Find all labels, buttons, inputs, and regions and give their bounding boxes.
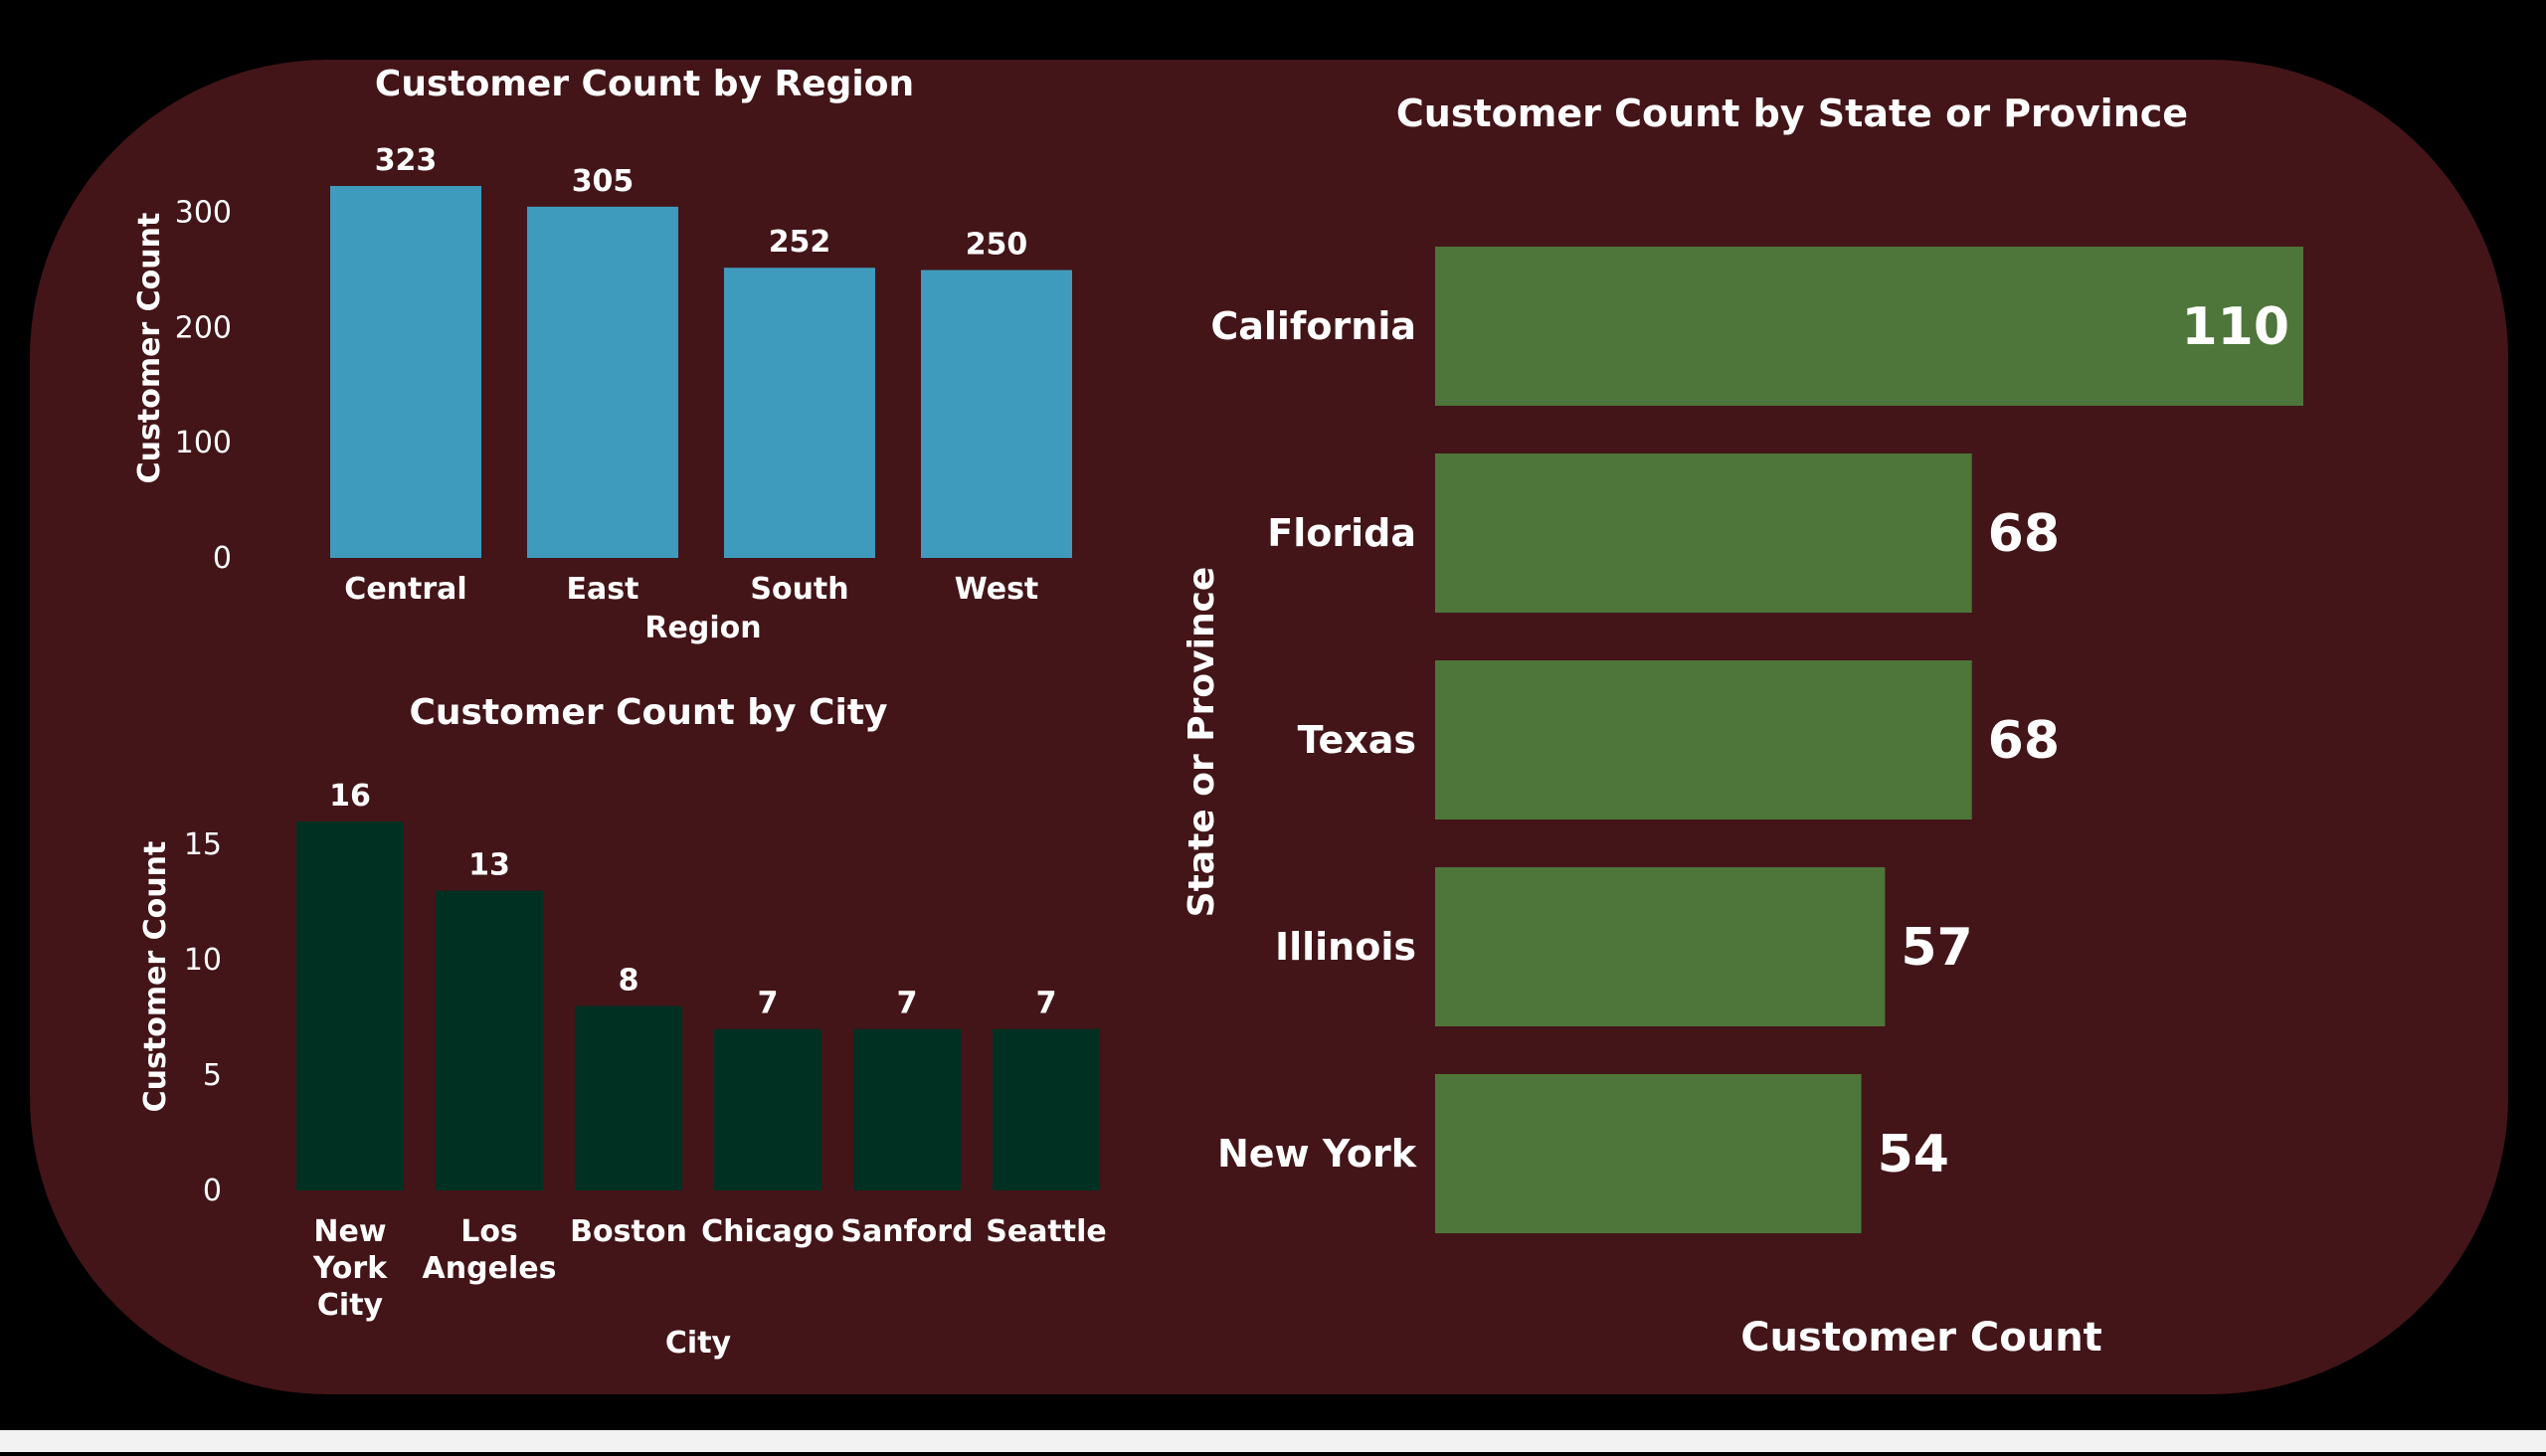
state-y-tick-florida: Florida [1267, 511, 1416, 555]
region-x-tick-central: Central [344, 572, 466, 607]
state-chart-title: Customer Count by State or Province [1396, 91, 2188, 135]
city-x-axis-ticks: New York City Los Angeles Boston Chicago Sanfor… [312, 1214, 1107, 1323]
region-x-axis-ticks: Central East South West [344, 572, 1038, 607]
state-bar-california[interactable] [1435, 247, 2303, 406]
city-chart: Customer Count by City Customer Count Ci… [138, 692, 1107, 1361]
region-y-axis-label: Customer Count [132, 213, 167, 484]
city-x-tick-chicago: Chicago [701, 1214, 834, 1249]
city-data-label-los-angeles: 13 [468, 848, 510, 883]
state-y-tick-texas: Texas [1298, 718, 1416, 762]
city-bar-sanford[interactable] [853, 1028, 961, 1190]
region-y-tick-label: 200 [175, 310, 232, 345]
city-data-label-new-york-city: 16 [329, 779, 371, 814]
region-x-tick-west: West [955, 572, 1039, 607]
state-y-tick-illinois: Illinois [1275, 925, 1416, 969]
region-y-tick-label: 300 [175, 196, 232, 231]
city-bar-seattle[interactable] [993, 1028, 1100, 1190]
region-x-tick-east: East [567, 572, 639, 607]
state-x-axis-label: Customer Count [1740, 1315, 2102, 1361]
city-data-labels: 16 13 8 7 7 7 [329, 779, 1056, 1021]
region-bar-central[interactable] [330, 186, 481, 558]
state-y-tick-new-york: New York [1217, 1132, 1417, 1176]
city-y-tick-label: 0 [203, 1174, 222, 1208]
bottom-strip [0, 1430, 2546, 1452]
region-bar-south[interactable] [724, 268, 875, 558]
region-data-label-west: 250 [966, 228, 1028, 263]
region-x-axis-label: Region [644, 611, 761, 645]
state-data-label-texas: 68 [1988, 711, 2060, 771]
city-bars [296, 821, 1100, 1190]
state-data-label-california: 110 [2181, 297, 2289, 357]
city-x-tick-seattle: Seattle [986, 1214, 1107, 1249]
city-x-tick-boston: Boston [570, 1214, 687, 1249]
state-bars [1435, 247, 2303, 1233]
state-data-label-florida: 68 [1988, 504, 2060, 564]
region-data-label-south: 252 [769, 225, 831, 260]
state-y-tick-california: California [1210, 304, 1416, 348]
region-bars [330, 186, 1072, 558]
region-y-tick-label: 0 [213, 541, 232, 576]
city-data-label-seattle: 7 [1036, 987, 1057, 1021]
state-data-label-new-york: 54 [1878, 1125, 1949, 1184]
state-bar-florida[interactable] [1435, 454, 1972, 613]
state-y-axis-ticks: California Florida Texas Illinois New York [1210, 304, 1416, 1176]
city-chart-title: Customer Count by City [410, 692, 888, 733]
region-data-labels: 323 305 252 250 [375, 143, 1028, 263]
region-chart: Customer Count by Region Customer Count … [132, 64, 1072, 645]
city-y-tick-label: 10 [184, 943, 222, 978]
city-x-axis-label: City [665, 1326, 732, 1361]
region-x-tick-south: South [750, 572, 848, 607]
state-bar-texas[interactable] [1435, 660, 1972, 819]
city-data-label-chicago: 7 [758, 987, 779, 1021]
region-data-label-central: 323 [375, 143, 438, 178]
region-y-axis-ticks: 0 100 200 300 [175, 196, 232, 576]
region-y-tick-label: 100 [175, 426, 232, 460]
region-data-label-east: 305 [572, 164, 635, 199]
state-bar-new-york[interactable] [1435, 1074, 1862, 1233]
region-chart-title: Customer Count by Region [375, 64, 914, 104]
city-y-tick-label: 5 [203, 1058, 222, 1093]
city-data-label-sanford: 7 [897, 987, 918, 1021]
state-chart: Customer Count by State or Province Stat… [1182, 91, 2303, 1361]
city-x-tick-sanford: Sanford [840, 1214, 973, 1249]
city-data-label-boston: 8 [619, 964, 639, 999]
city-y-tick-label: 15 [184, 827, 222, 862]
city-x-tick-los-angeles: Los Angeles [423, 1214, 557, 1286]
city-bar-new-york-city[interactable] [296, 821, 404, 1190]
city-y-axis-ticks: 0 5 10 15 [184, 827, 222, 1208]
state-data-label-illinois: 57 [1901, 918, 1972, 978]
city-bar-los-angeles[interactable] [436, 890, 543, 1190]
city-bar-boston[interactable] [575, 1005, 682, 1191]
city-y-axis-label: Customer Count [138, 841, 173, 1113]
city-bar-chicago[interactable] [714, 1028, 821, 1190]
state-bar-illinois[interactable] [1435, 867, 1886, 1026]
state-data-labels: 110 68 68 57 54 [1878, 297, 2289, 1184]
state-y-axis-label: State or Province [1182, 567, 1222, 918]
region-bar-west[interactable] [921, 270, 1072, 558]
city-x-tick-new-york-city: New York City [312, 1214, 388, 1323]
region-bar-east[interactable] [527, 206, 678, 558]
